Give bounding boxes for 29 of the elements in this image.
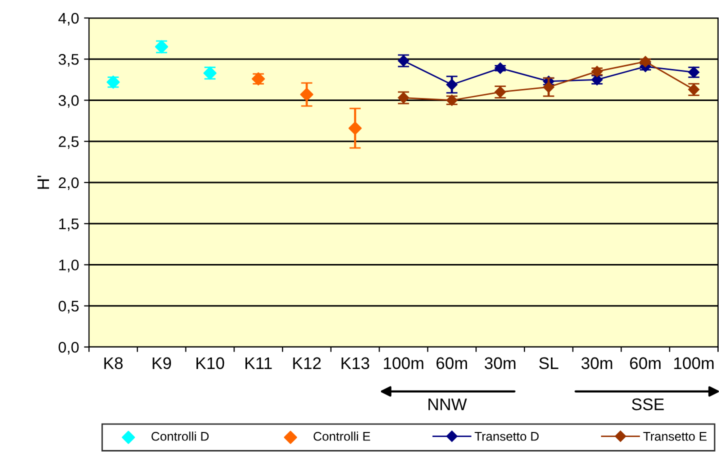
y-tick-label: 0,5 (58, 300, 79, 314)
text: NNW (428, 398, 467, 410)
legend-label: Controlli D (152, 432, 209, 441)
y-axis-title: H' (38, 176, 50, 189)
y-tick-label: 2,5 (58, 136, 79, 149)
y-tick-label: 1,0 (59, 260, 79, 272)
y-tick-label: 0,0 (58, 342, 79, 354)
x-tick-label: 100m (384, 357, 424, 370)
x-tick-label: 60m (436, 357, 467, 370)
legend-label: Transetto E (643, 432, 707, 441)
y-tick-label: 2,0 (58, 177, 79, 190)
text: SSE (632, 398, 664, 410)
y-tick-label: 3,5 (58, 54, 79, 67)
legend-label: Transetto D (474, 432, 539, 441)
x-tick-label: K11 (246, 357, 272, 369)
legend-label: Controlli E (314, 432, 370, 441)
x-tick-label: 30m (484, 357, 516, 370)
y-tick-label: 4,0 (58, 12, 79, 26)
x-tick-label: 60m (630, 357, 661, 370)
x-tick-label: K10 (196, 357, 224, 370)
x-tick-label: K12 (293, 357, 321, 369)
y-tick-label: 1,5 (59, 218, 79, 232)
x-tick-label: 30m (581, 357, 612, 370)
x-tick-label: K9 (152, 357, 171, 370)
x-tick-label: 100m (674, 357, 714, 370)
x-tick-label: SL (539, 357, 558, 370)
x-tick-label: K8 (104, 357, 123, 370)
x-tick-label: K13 (342, 357, 370, 370)
y-tick-label: 3,0 (58, 95, 79, 108)
